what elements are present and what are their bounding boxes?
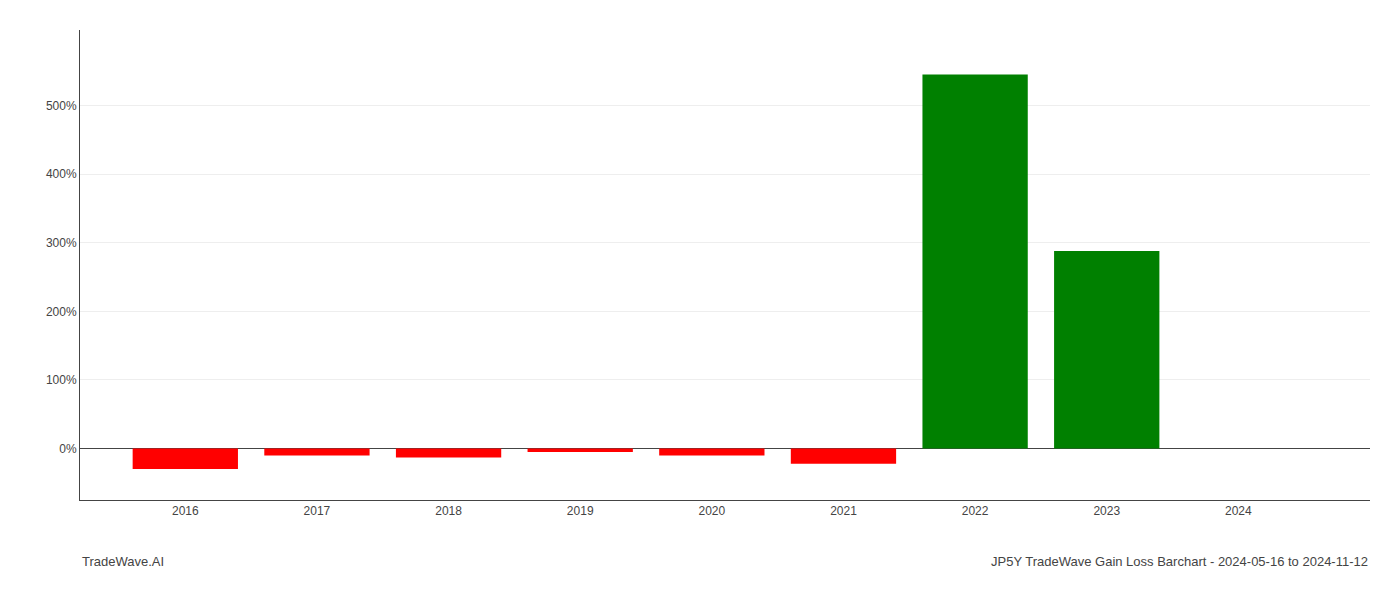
svg-text:2016: 2016 (172, 504, 199, 518)
svg-text:300%: 300% (46, 236, 77, 250)
svg-text:2023: 2023 (1093, 504, 1120, 518)
svg-text:200%: 200% (46, 305, 77, 319)
svg-text:2018: 2018 (435, 504, 462, 518)
svg-text:TradeWave.AI: TradeWave.AI (82, 554, 164, 569)
svg-text:2019: 2019 (567, 504, 594, 518)
svg-text:2020: 2020 (698, 504, 725, 518)
svg-text:2022: 2022 (962, 504, 989, 518)
svg-text:JP5Y TradeWave Gain Loss Barch: JP5Y TradeWave Gain Loss Barchart - 2024… (991, 554, 1368, 569)
svg-text:2021: 2021 (830, 504, 857, 518)
svg-text:400%: 400% (46, 167, 77, 181)
svg-text:500%: 500% (46, 99, 77, 113)
svg-text:100%: 100% (46, 373, 77, 387)
svg-text:2017: 2017 (304, 504, 331, 518)
svg-text:0%: 0% (59, 442, 77, 456)
svg-text:2024: 2024 (1225, 504, 1252, 518)
